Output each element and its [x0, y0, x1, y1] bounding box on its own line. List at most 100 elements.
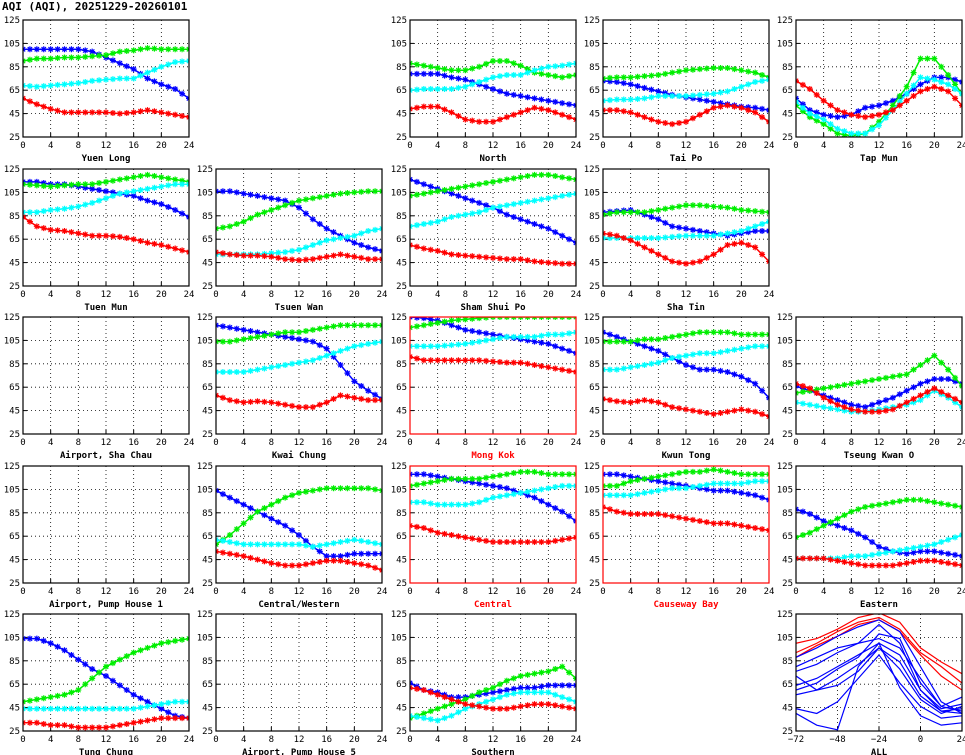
data-point-marker-cyan — [441, 216, 448, 223]
data-point-marker-cyan — [931, 541, 938, 548]
data-point-marker-red — [717, 520, 724, 527]
data-point-marker-red — [54, 107, 61, 114]
series-group — [410, 317, 576, 375]
data-point-marker-green — [261, 209, 268, 216]
data-point-marker-red — [47, 226, 54, 233]
data-point-marker-red — [323, 253, 330, 260]
data-point-marker-blue — [123, 63, 130, 70]
data-point-marker-red — [296, 404, 302, 411]
y-tick-label: 25 — [589, 579, 600, 589]
data-point-marker-cyan — [448, 213, 455, 220]
data-point-marker-cyan — [427, 219, 434, 226]
data-point-marker-red — [745, 407, 752, 414]
data-point-marker-blue — [882, 100, 889, 107]
data-point-marker-green — [641, 209, 648, 216]
data-point-marker-blue — [862, 104, 869, 111]
data-point-marker-blue — [89, 185, 96, 192]
series-group — [23, 635, 189, 731]
data-point-marker-red — [441, 357, 448, 364]
data-point-marker-blue — [620, 472, 627, 479]
data-point-marker-cyan — [669, 93, 676, 100]
data-point-marker-red — [103, 232, 109, 239]
data-point-marker-cyan — [123, 189, 130, 196]
data-point-marker-green — [938, 359, 945, 366]
data-point-marker-red — [420, 687, 427, 694]
data-point-marker-green — [268, 206, 275, 213]
series-group — [216, 322, 382, 411]
data-point-marker-green — [952, 374, 959, 381]
x-tick-label: 0 — [20, 290, 25, 300]
data-point-marker-green — [696, 202, 703, 209]
data-point-marker-cyan — [130, 188, 137, 195]
data-point-marker-cyan — [172, 698, 179, 705]
data-point-marker-red — [882, 562, 889, 569]
data-point-marker-blue — [75, 656, 82, 663]
data-point-marker-green — [834, 130, 841, 137]
data-point-marker-red — [441, 106, 448, 113]
series-group — [796, 55, 962, 137]
data-point-marker-green — [841, 131, 848, 137]
data-point-marker-cyan — [503, 492, 510, 499]
data-point-marker-cyan — [226, 368, 233, 375]
data-point-marker-blue — [531, 95, 538, 102]
data-point-marker-blue — [917, 548, 924, 555]
data-point-marker-blue — [876, 102, 882, 109]
data-point-marker-red — [752, 525, 759, 532]
data-point-marker-cyan — [669, 485, 676, 492]
data-point-marker-red — [476, 118, 483, 125]
x-tick-label: 0 — [213, 587, 218, 597]
data-point-marker-cyan — [655, 359, 662, 366]
data-point-marker-red — [924, 557, 931, 564]
data-point-marker-red — [752, 244, 759, 251]
x-tick-label: 0 — [213, 735, 218, 745]
data-point-marker-red — [841, 558, 848, 565]
y-tick-label: 25 — [589, 282, 600, 292]
data-point-marker-cyan — [752, 79, 759, 86]
data-point-marker-blue — [510, 487, 517, 494]
x-tick-label: 16 — [901, 141, 912, 151]
data-point-marker-red — [869, 112, 876, 119]
data-point-marker-green — [365, 485, 372, 492]
y-tick-label: 85 — [202, 657, 213, 667]
data-point-marker-blue — [268, 195, 275, 202]
data-point-marker-cyan — [662, 357, 669, 364]
data-point-marker-red — [689, 516, 696, 523]
data-point-marker-red — [137, 718, 144, 725]
data-point-marker-blue — [455, 324, 462, 331]
data-point-marker-cyan — [620, 492, 627, 499]
data-point-marker-red — [917, 392, 924, 399]
data-point-marker-cyan — [233, 540, 240, 547]
data-point-marker-red — [510, 704, 517, 711]
data-point-marker-cyan — [876, 122, 882, 129]
data-point-marker-red — [613, 232, 620, 239]
x-tick-label: 8 — [269, 290, 274, 300]
data-point-marker-cyan — [917, 74, 924, 81]
data-point-marker-blue — [696, 366, 703, 373]
data-point-marker-cyan — [282, 361, 289, 368]
data-point-marker-green — [545, 71, 552, 78]
data-point-marker-red — [931, 557, 938, 564]
x-tick-label: 20 — [156, 290, 167, 300]
data-point-marker-red — [68, 109, 75, 116]
data-point-marker-red — [806, 555, 813, 562]
data-point-marker-cyan — [524, 333, 531, 340]
data-point-marker-cyan — [806, 110, 813, 117]
data-point-marker-red — [323, 557, 330, 564]
data-point-marker-cyan — [703, 232, 710, 239]
x-tick-label: 16 — [515, 141, 526, 151]
data-point-marker-red — [420, 103, 427, 110]
data-point-marker-red — [158, 242, 165, 249]
y-tick-label: 65 — [589, 86, 600, 96]
data-point-marker-cyan — [344, 345, 351, 352]
data-point-marker-green — [848, 508, 855, 515]
data-point-marker-red — [648, 398, 655, 405]
data-point-marker-red — [510, 111, 517, 118]
data-point-marker-cyan — [151, 66, 158, 73]
data-point-marker-green — [620, 209, 627, 216]
data-point-marker-green — [799, 532, 806, 539]
y-tick-label: 45 — [9, 704, 20, 714]
data-point-marker-cyan — [89, 199, 96, 206]
data-point-marker-red — [931, 83, 938, 90]
